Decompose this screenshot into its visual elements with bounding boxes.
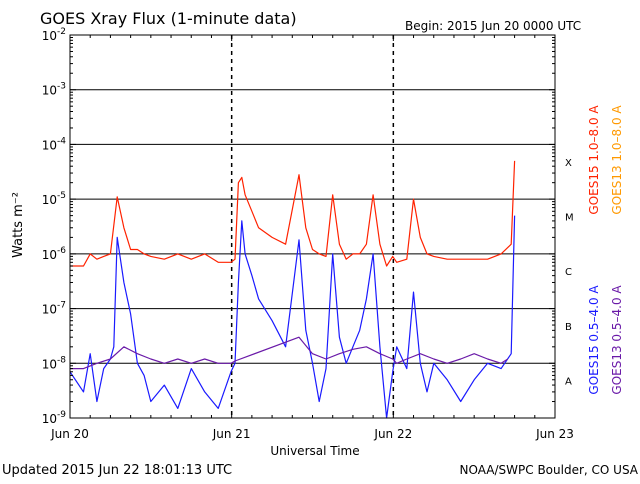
legend-entry-short-1: GOES13 0.5–4.0 A — [610, 285, 624, 395]
y-tick-label: 10-4 — [42, 136, 67, 152]
series-line-1 — [69, 215, 516, 419]
series-layer — [69, 160, 516, 419]
y-tick-label: 10-6 — [42, 246, 67, 262]
legend-entry-long-1: GOES13 1.0–8.0 A — [610, 105, 624, 215]
y-tick-label: 10-3 — [42, 82, 66, 98]
y-tick-label: 10-2 — [42, 27, 66, 43]
x-tick-label: Jun 20 — [50, 427, 89, 441]
y-tick-label: 10-9 — [42, 410, 67, 426]
y-tick-label: 10-7 — [42, 301, 66, 317]
flare-class-label: M — [565, 213, 574, 224]
x-axis-label: Universal Time — [270, 444, 359, 458]
flare-class-label: A — [565, 377, 572, 388]
y-tick-label: 10-5 — [42, 191, 66, 207]
axes-layer: 10-9 10-8 10-7 10-6 10-5 10-4 10-3 10-2 Jun 20 Ju… — [42, 27, 574, 441]
begin-date: Begin: 2015 Jun 20 0000 UTC — [405, 19, 581, 33]
series-line-0 — [70, 160, 516, 267]
y-tick-label: 10-8 — [42, 355, 67, 371]
flare-class-label: C — [565, 267, 572, 278]
x-tick-label: Jun 23 — [535, 427, 574, 441]
flare-class-label: X — [565, 158, 572, 169]
legend-entry-long-0: GOES15 1.0–8.0 A — [587, 105, 601, 215]
credit-label: NOAA/SWPC Boulder, CO USA — [460, 463, 639, 477]
series-line-2 — [70, 336, 509, 370]
updated-timestamp: Updated 2015 Jun 22 18:01:13 UTC — [2, 463, 232, 478]
flare-class-label: B — [565, 322, 572, 333]
chart-title: GOES Xray Flux (1-minute data) — [40, 9, 297, 28]
legend-entry-short-0: GOES15 0.5–4.0 A — [587, 285, 601, 395]
grid-layer — [70, 35, 555, 418]
x-tick-label: Jun 22 — [373, 427, 412, 441]
legend-layer: GOES15 1.0–8.0 A GOES13 1.0–8.0 A GOES15 0… — [587, 105, 624, 395]
x-tick-label: Jun 21 — [212, 427, 251, 441]
y-axis-label: Watts m⁻² — [11, 192, 26, 258]
